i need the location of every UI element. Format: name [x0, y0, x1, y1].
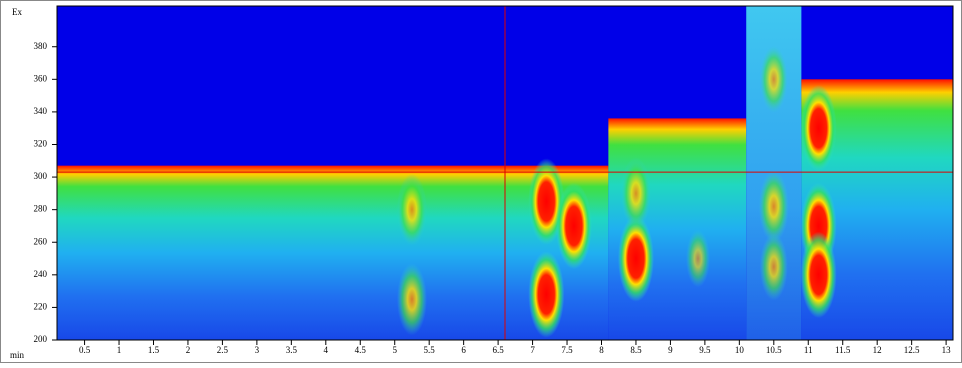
x-tick-label: 2.5 — [217, 345, 229, 355]
x-axis-label: min — [10, 350, 25, 360]
x-tick-label: 5.5 — [424, 345, 436, 355]
x-tick-label: 7 — [530, 345, 535, 355]
x-tick-label: 6.5 — [492, 345, 504, 355]
x-tick-label: 9 — [668, 345, 673, 355]
x-tick-label: 8.5 — [630, 345, 642, 355]
peak — [528, 251, 565, 338]
y-tick-label: 380 — [34, 41, 48, 51]
peak — [617, 215, 654, 302]
x-tick-label: 9.5 — [699, 345, 711, 355]
y-tick-label: 260 — [34, 236, 48, 246]
x-tick-label: 4.5 — [355, 345, 367, 355]
y-tick-label: 340 — [34, 106, 48, 116]
y-tick-label: 240 — [34, 269, 48, 279]
peak — [800, 231, 837, 319]
x-tick-label: 12.5 — [904, 345, 920, 355]
peak — [758, 170, 789, 243]
peak — [759, 233, 788, 301]
x-tick-label: 7.5 — [561, 345, 573, 355]
peak — [800, 84, 837, 172]
peak — [396, 173, 427, 246]
x-tick-label: 2 — [186, 345, 191, 355]
x-tick-label: 12 — [873, 345, 882, 355]
x-tick-label: 5 — [392, 345, 397, 355]
x-tick-label: 10.5 — [766, 345, 782, 355]
y-tick-label: 360 — [34, 73, 48, 83]
x-tick-label: 8 — [599, 345, 604, 355]
x-tick-label: 0.5 — [79, 345, 91, 355]
x-tick-label: 13 — [942, 345, 952, 355]
x-tick-label: 3 — [255, 345, 260, 355]
peak — [396, 263, 427, 336]
peak — [620, 157, 651, 230]
x-tick-label: 3.5 — [286, 345, 298, 355]
x-tick-label: 11.5 — [835, 345, 851, 355]
y-tick-label: 300 — [34, 171, 48, 181]
x-tick-label: 10 — [735, 345, 745, 355]
scan-region — [57, 165, 609, 340]
y-axis-label: Ex — [12, 7, 22, 17]
plot-border — [56, 5, 954, 341]
y-tick-label: 280 — [34, 204, 48, 214]
peak — [528, 158, 565, 245]
peak — [555, 182, 592, 270]
peak — [685, 229, 710, 288]
x-tick-label: 1.5 — [148, 345, 160, 355]
peak — [759, 45, 788, 113]
y-tick-label: 220 — [34, 301, 48, 311]
x-tick-label: 4 — [324, 345, 329, 355]
x-tick-label: 6 — [461, 345, 466, 355]
x-tick-label: 1 — [117, 345, 122, 355]
x-tick-label: 11 — [804, 345, 813, 355]
y-tick-label: 320 — [34, 139, 48, 149]
y-tick-label: 200 — [34, 334, 48, 344]
